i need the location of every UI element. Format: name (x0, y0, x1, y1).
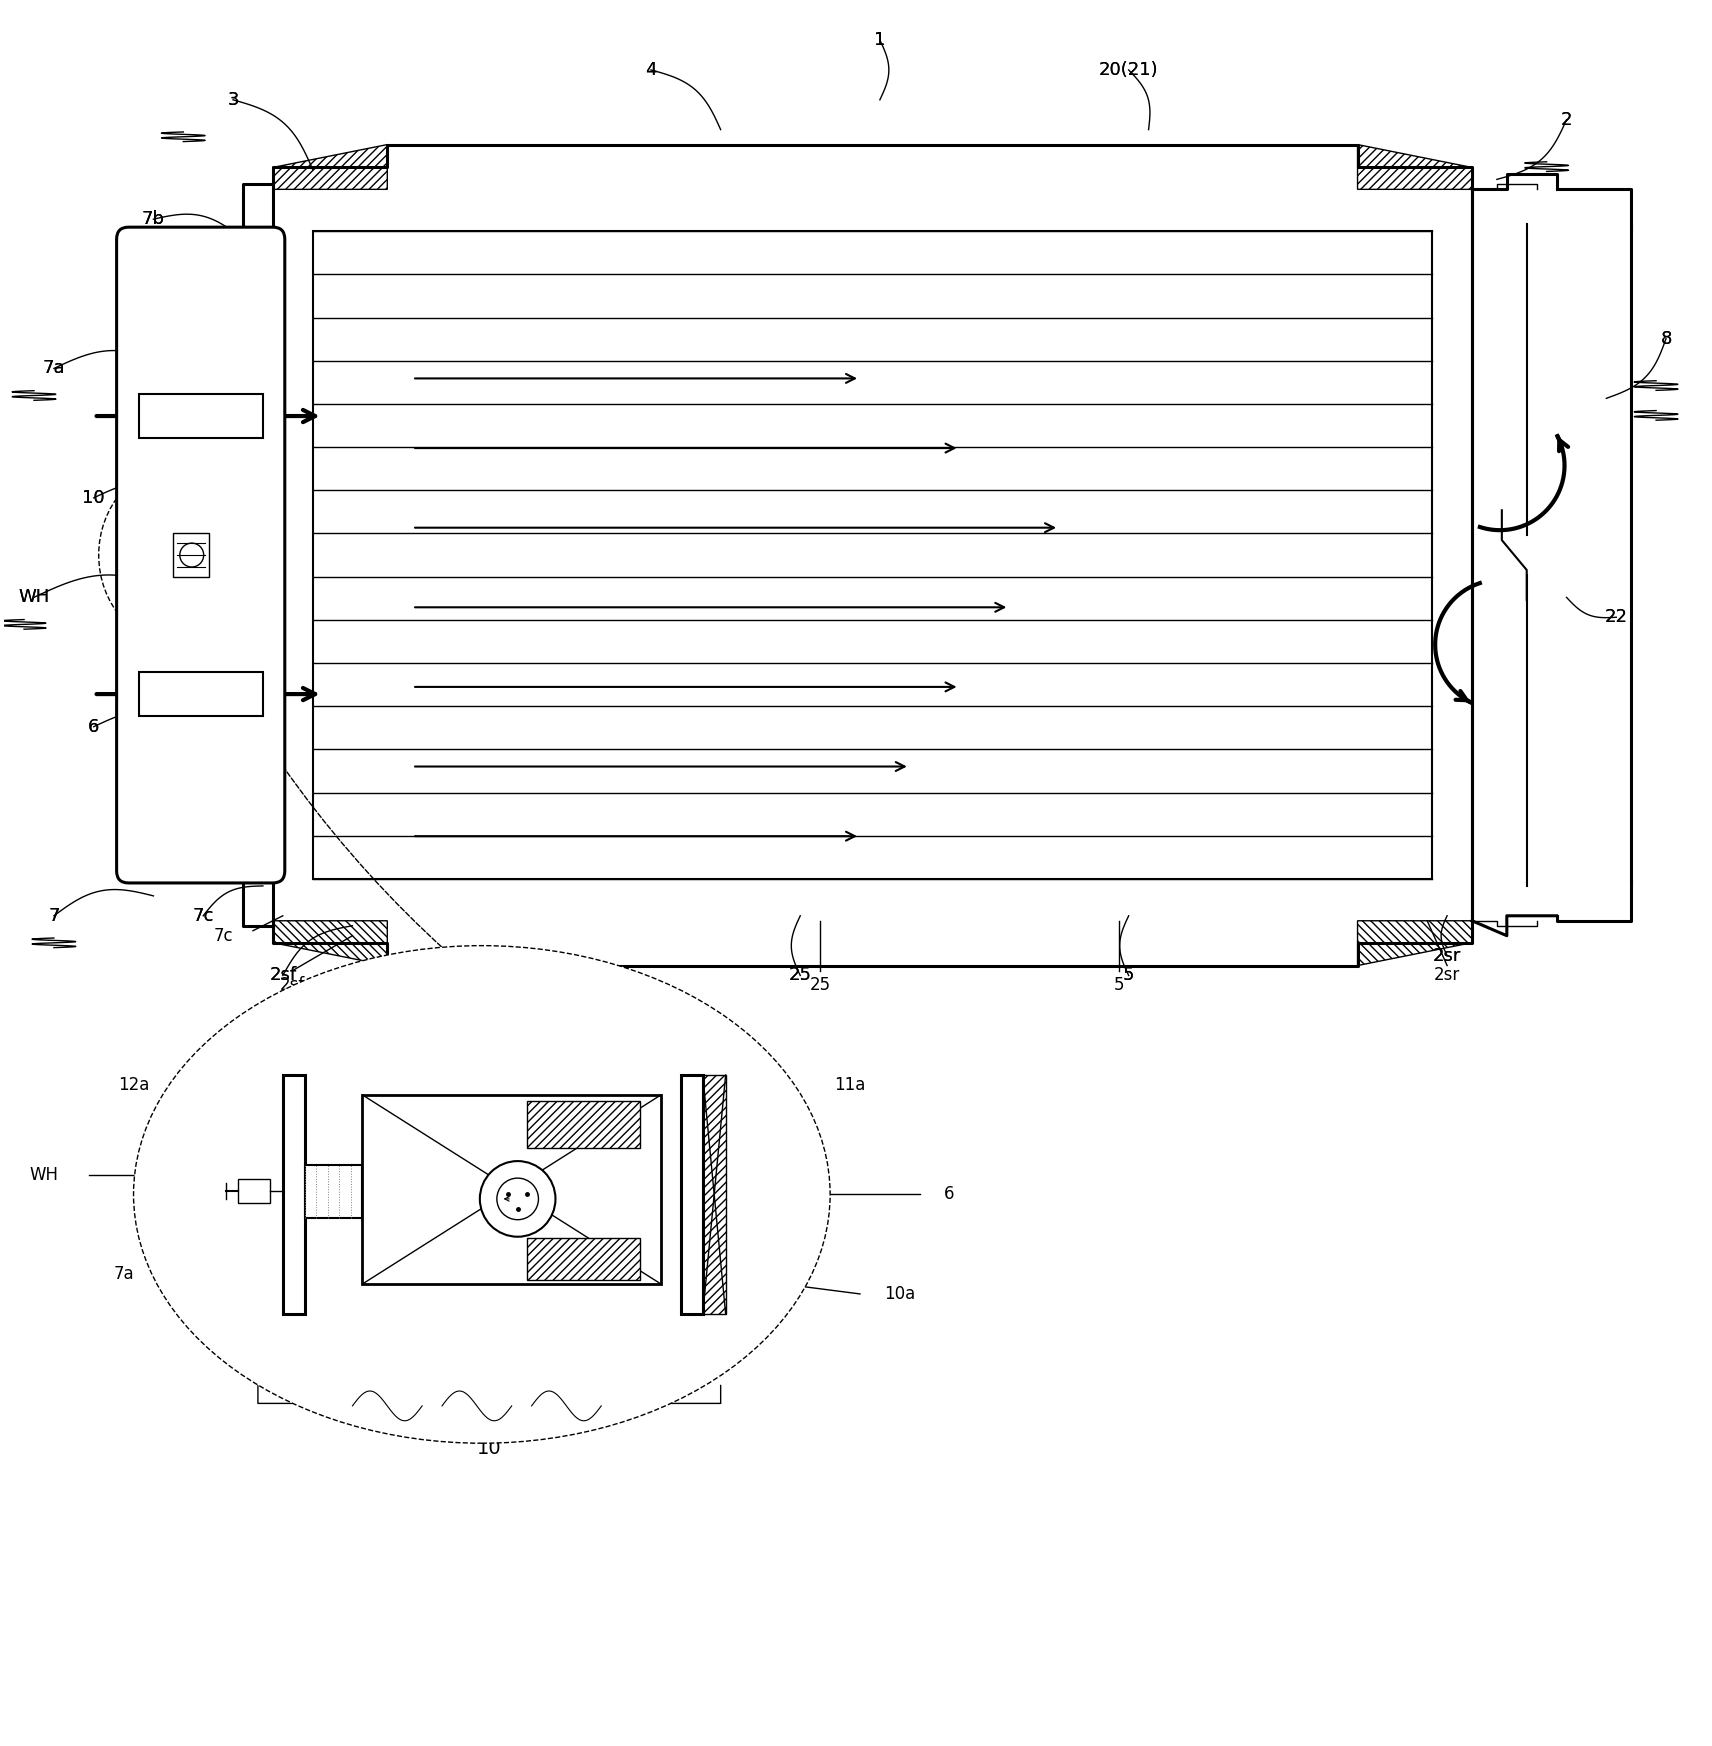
Text: 6: 6 (87, 718, 99, 735)
Text: 12a: 12a (118, 1076, 149, 1095)
Text: 7a: 7a (43, 360, 65, 377)
Text: P2: P2 (173, 723, 193, 740)
Bar (527, 1100, 640, 1147)
Text: 3: 3 (228, 91, 238, 108)
Text: 7a: 7a (113, 1266, 134, 1283)
Text: 20(21): 20(21) (1099, 61, 1159, 79)
Text: 7c: 7c (192, 906, 214, 925)
Text: WH: WH (19, 588, 50, 606)
Bar (173, 533, 209, 576)
Text: 7c: 7c (214, 927, 233, 945)
Bar (527, 1238, 640, 1280)
Text: P1: P1 (173, 368, 193, 388)
Bar (238, 1179, 270, 1203)
Text: WH: WH (29, 1166, 58, 1184)
Text: 7a: 7a (43, 360, 65, 377)
Text: 10: 10 (478, 1439, 502, 1458)
Text: 10: 10 (82, 489, 104, 506)
Circle shape (479, 1161, 555, 1236)
Text: 2sf: 2sf (281, 976, 305, 995)
Text: 10: 10 (82, 489, 104, 506)
Text: 2sf: 2sf (269, 967, 296, 985)
Text: WH: WH (19, 588, 50, 606)
Text: 13: 13 (293, 1350, 313, 1367)
Text: 25: 25 (789, 967, 811, 985)
Text: 7b: 7b (142, 210, 164, 229)
Circle shape (180, 543, 204, 567)
Text: 7c: 7c (192, 906, 214, 925)
FancyBboxPatch shape (116, 227, 284, 883)
Text: 3: 3 (228, 91, 238, 108)
Text: 2: 2 (1561, 110, 1572, 129)
Bar (527, 1100, 640, 1147)
Text: 11a: 11a (834, 1076, 866, 1095)
Bar (313, 230, 1433, 878)
Text: 10a: 10a (883, 1285, 916, 1303)
Text: 5: 5 (1123, 967, 1135, 985)
Text: P2: P2 (173, 719, 193, 739)
Text: 11: 11 (651, 1350, 671, 1367)
Text: 4: 4 (645, 61, 657, 79)
Bar (282, 1076, 305, 1313)
Text: 4: 4 (645, 61, 657, 79)
Text: 5: 5 (1113, 976, 1125, 995)
Bar (305, 1165, 363, 1217)
Text: 25: 25 (789, 967, 811, 985)
Text: 22: 22 (1604, 608, 1628, 627)
Text: P1: P1 (512, 1056, 532, 1074)
Text: 7b: 7b (142, 210, 164, 229)
Text: 2: 2 (1561, 110, 1572, 129)
Text: 7: 7 (48, 906, 60, 925)
Text: 2sf: 2sf (269, 967, 296, 985)
Text: 5: 5 (1123, 967, 1135, 985)
Text: 6: 6 (87, 718, 99, 735)
Text: 22: 22 (1604, 608, 1628, 627)
Text: 1: 1 (875, 31, 885, 49)
Text: P2: P2 (372, 1285, 392, 1303)
Bar (363, 1095, 661, 1283)
Text: 7: 7 (48, 906, 60, 925)
Text: 8: 8 (1661, 330, 1671, 347)
Text: 6: 6 (945, 1186, 955, 1203)
Bar (527, 1238, 640, 1280)
Bar (139, 395, 264, 438)
Text: P1: P1 (173, 372, 193, 389)
Ellipse shape (134, 946, 830, 1444)
Circle shape (496, 1179, 539, 1220)
Text: 8: 8 (1661, 330, 1671, 347)
Text: 2sr: 2sr (1435, 967, 1460, 985)
Bar (139, 672, 264, 716)
Text: 1: 1 (875, 31, 885, 49)
Text: 2sr: 2sr (1433, 946, 1462, 964)
Bar (681, 1076, 702, 1313)
Text: 20(21): 20(21) (1099, 61, 1159, 79)
Text: 12: 12 (471, 1350, 493, 1367)
Text: 2sr: 2sr (1433, 946, 1462, 964)
Text: 25: 25 (810, 976, 830, 995)
